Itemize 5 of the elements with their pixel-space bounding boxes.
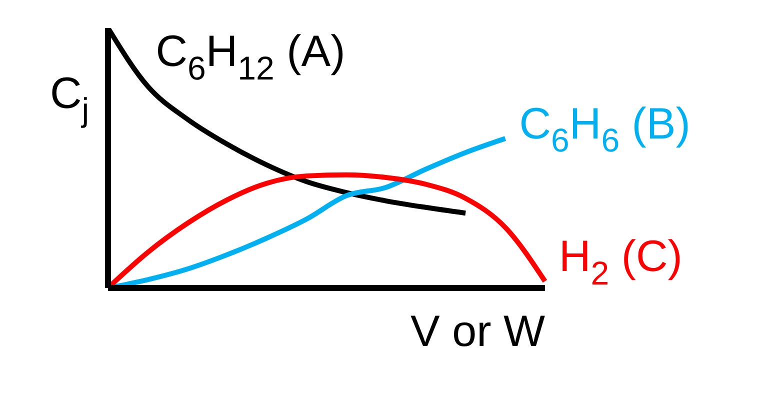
series-label: H$_{2}$ (C): [559, 232, 682, 292]
x-axis-title: V or W: [410, 307, 546, 356]
series-label: C$_{6}$H$_{6}$ (B): [519, 100, 690, 159]
y-axis-title: C$_{j}$: [50, 69, 90, 128]
series-label: C$_{6}$H$_{12}$ (A): [156, 27, 346, 86]
